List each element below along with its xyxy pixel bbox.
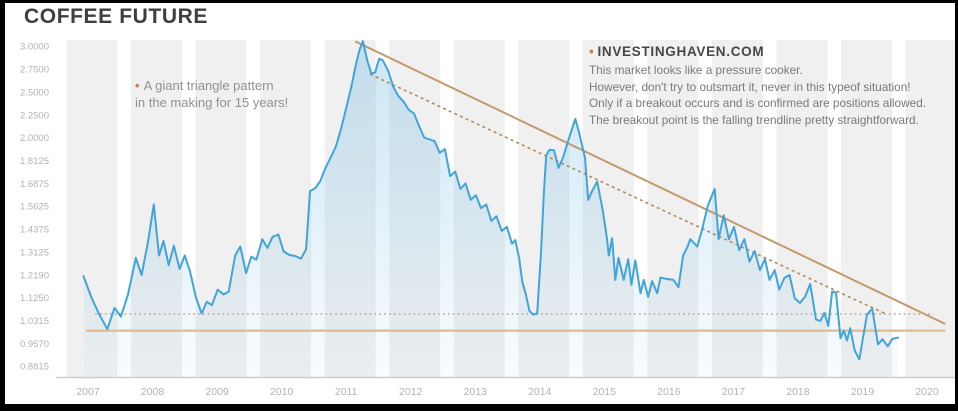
y-axis-label: 2.2500 [20, 110, 49, 121]
annotation-investinghaven: • INVESTINGHAVEN.COM This market looks li… [589, 44, 949, 128]
y-axis-label: 3.0000 [20, 42, 49, 53]
note-line: However, don't try to outsmart it, never… [589, 79, 911, 94]
y-axis-label: 0.9570 [20, 339, 49, 350]
x-axis-label: 2011 [335, 386, 358, 398]
y-axis-label: 2.5000 [20, 87, 49, 98]
x-axis-label: 2007 [76, 386, 100, 398]
note-line: The breakout point is the falling trendl… [589, 112, 919, 127]
y-axis-label: 1.0315 [20, 316, 49, 327]
falling-resistance-dotted-trendline [369, 73, 888, 316]
y-axis-label: 2.0000 [20, 133, 49, 144]
price-line [82, 40, 899, 361]
year-stripe [905, 40, 955, 377]
y-axis-label: 1.2190 [20, 270, 49, 281]
note-line: Only if a breakout occurs and is confirm… [589, 96, 927, 110]
y-axis-label: 1.5625 [20, 202, 49, 213]
x-axis-label: 2013 [464, 386, 488, 398]
annotation-triangle-note: • A giant triangle pattern in the making … [135, 77, 288, 111]
falling-resistance-solid-trendline [354, 40, 946, 325]
chart-svg: 3.0000 2.7500 2.5000 2.2500 2.0000 1.8125 1.68… [20, 40, 955, 398]
note-line: in the making for 15 years! [135, 95, 289, 110]
y-axis-label: 1.8125 [20, 156, 49, 167]
bullet-icon: • [135, 78, 140, 93]
x-axis-label: 2020 [915, 386, 939, 398]
bullet-icon: • [589, 44, 595, 59]
y-axis-label: 1.4375 [20, 225, 49, 236]
y-axis-label: 1.3125 [20, 247, 49, 258]
x-axis-label: 2019 [851, 386, 875, 398]
source-title: INVESTINGHAVEN.COM [597, 44, 765, 59]
note-line: A giant triangle pattern [143, 78, 274, 93]
note-line: This market looks like a pressure cooker… [589, 63, 803, 77]
x-axis-label: 2008 [141, 386, 165, 398]
x-axis-label: 2012 [399, 386, 423, 398]
y-axis-label: 0.8815 [20, 362, 49, 373]
source-title-row: • INVESTINGHAVEN.COM [589, 44, 949, 59]
y-axis-label: 1.1250 [20, 293, 49, 304]
note-body: This market looks like a pressure cooker… [589, 62, 949, 128]
x-axis-label: 2016 [657, 386, 681, 398]
x-axis-label: 2017 [722, 386, 746, 398]
x-axis-label: 2015 [593, 386, 617, 398]
y-axis-label: 2.7500 [20, 65, 49, 76]
price-area [83, 41, 898, 377]
x-axis-label: 2014 [528, 386, 552, 398]
y-axis-label: 1.6875 [20, 179, 49, 190]
x-axis-label: 2009 [205, 386, 229, 398]
x-axis-label: 2018 [786, 386, 810, 398]
page-title: COFFEE FUTURE [24, 5, 208, 28]
x-axis-label: 2010 [270, 386, 294, 398]
chart-panel: COFFEE FUTURE 3.0000 2.7500 2.5000 2.2500 2.… [5, 3, 955, 404]
